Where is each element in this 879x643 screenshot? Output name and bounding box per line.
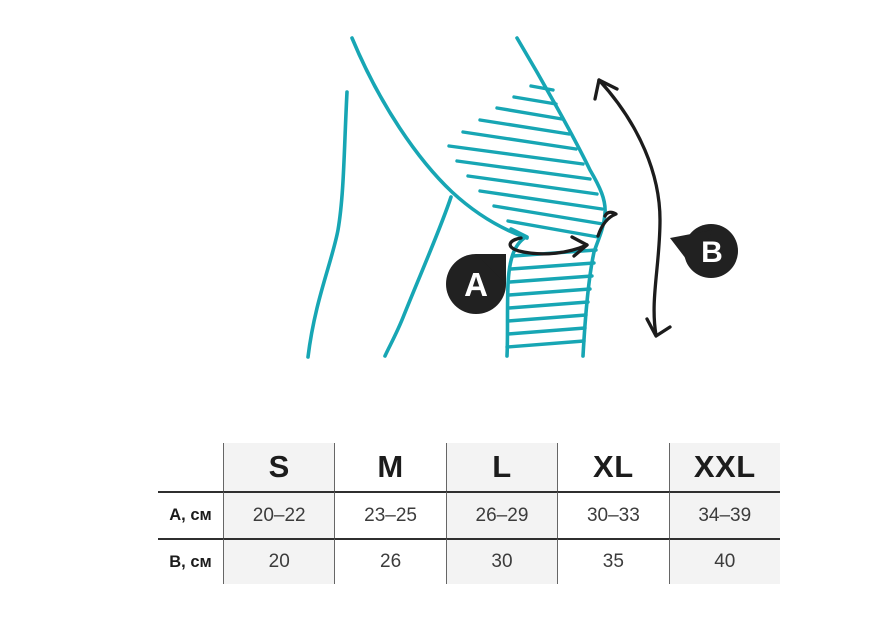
size-value-b-l: 30 <box>445 538 558 584</box>
measurement-row-label-a: А, см <box>158 491 223 538</box>
leg-back-thigh-line <box>350 36 529 240</box>
badge-letter-a: A <box>464 266 488 303</box>
leg-front-line <box>515 36 607 358</box>
size-value-b-s: 20 <box>223 538 335 584</box>
leg-left-body-line <box>306 90 349 359</box>
size-value-a-s: 20–22 <box>223 491 335 538</box>
badge-letter-b: B <box>701 236 723 269</box>
size-value-b-xl: 35 <box>557 538 669 584</box>
size-value-a-m: 23–25 <box>334 491 446 538</box>
size-value-b-xxl: 40 <box>668 538 780 584</box>
length-arrow <box>593 78 672 338</box>
size-column-header-xxl: XXL <box>668 443 780 491</box>
shin-brace-hatching <box>505 248 598 349</box>
size-value-b-m: 26 <box>334 538 446 584</box>
knee-fold-line <box>509 227 529 239</box>
circumference-arrow <box>508 210 618 258</box>
arrowhead-down <box>645 317 672 338</box>
size-value-a-l: 26–29 <box>445 491 558 538</box>
shin-brace-back-edge <box>505 235 528 358</box>
measurement-row-label-b: В, см <box>158 538 223 584</box>
size-value-a-xl: 30–33 <box>557 491 669 538</box>
marker-badge-b: B <box>670 224 738 278</box>
leg-calf-back-line <box>383 195 453 358</box>
arrowhead-up <box>593 78 619 101</box>
marker-badge-a: A <box>446 254 506 314</box>
size-table: S M L XL XXL А, см 20–22 23–25 26–29 30–… <box>158 443 780 584</box>
size-column-header-xl: XL <box>557 443 668 491</box>
table-corner-cell <box>158 443 223 491</box>
leg-outline <box>306 36 607 359</box>
size-column-header-m: M <box>334 443 445 491</box>
circumference-arrow-back <box>596 210 618 238</box>
size-column-header-s: S <box>223 443 335 491</box>
size-value-a-xxl: 34–39 <box>668 491 780 538</box>
size-diagram: A B <box>306 36 738 359</box>
arrowhead-right <box>570 235 589 258</box>
thigh-brace-hatching <box>447 84 605 239</box>
size-column-header-l: L <box>445 443 558 491</box>
